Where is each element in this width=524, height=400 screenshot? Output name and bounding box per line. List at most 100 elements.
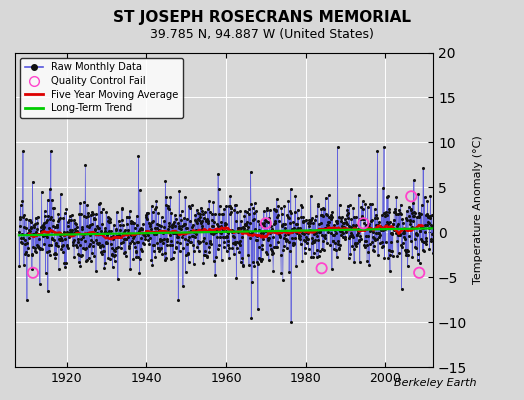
Point: [422, 234, 431, 241]
Point: [122, 236, 130, 242]
Point: [89, 210, 97, 217]
Point: [193, 244, 201, 250]
Point: [81, 162, 90, 168]
Point: [261, 228, 270, 234]
Point: [411, 210, 419, 216]
Point: [129, 240, 138, 246]
Point: [75, 242, 84, 248]
Point: [92, 211, 100, 218]
Point: [357, 236, 365, 242]
Point: [281, 225, 290, 232]
Point: [145, 229, 153, 235]
Point: [401, 235, 409, 242]
Point: [126, 240, 135, 246]
Point: [343, 207, 352, 213]
Point: [293, 206, 302, 213]
Point: [146, 221, 154, 227]
Point: [158, 237, 166, 244]
Point: [145, 241, 154, 248]
Point: [357, 215, 365, 222]
Point: [79, 245, 87, 251]
Point: [173, 231, 181, 238]
Point: [80, 230, 89, 237]
Point: [332, 230, 340, 236]
Point: [342, 228, 351, 235]
Point: [181, 194, 190, 200]
Point: [420, 194, 429, 200]
Point: [238, 263, 247, 269]
Point: [269, 250, 277, 256]
Point: [41, 213, 49, 219]
Point: [92, 267, 100, 274]
Point: [119, 250, 128, 256]
Point: [119, 235, 128, 242]
Point: [215, 202, 224, 209]
Point: [345, 235, 353, 241]
Point: [340, 220, 348, 226]
Point: [49, 223, 57, 229]
Point: [299, 214, 308, 221]
Point: [84, 213, 93, 220]
Point: [190, 229, 198, 236]
Point: [160, 218, 168, 224]
Point: [25, 231, 34, 237]
Point: [51, 249, 60, 256]
Point: [287, 210, 296, 217]
Point: [248, 279, 256, 286]
Point: [425, 212, 434, 219]
Point: [114, 217, 123, 224]
Point: [227, 209, 236, 215]
Point: [55, 236, 63, 243]
Point: [417, 224, 425, 230]
Point: [122, 214, 130, 220]
Point: [253, 233, 261, 240]
Point: [294, 225, 302, 231]
Point: [335, 246, 343, 252]
Point: [387, 239, 396, 246]
Point: [192, 220, 201, 227]
Point: [336, 242, 344, 248]
Point: [312, 230, 320, 236]
Point: [233, 238, 241, 245]
Point: [32, 228, 40, 235]
Point: [368, 238, 376, 245]
Point: [64, 230, 73, 236]
Point: [212, 228, 220, 235]
Point: [78, 226, 86, 233]
Point: [195, 211, 204, 217]
Point: [24, 230, 32, 236]
Point: [124, 230, 133, 236]
Point: [95, 240, 103, 247]
Point: [165, 222, 173, 229]
Point: [346, 230, 355, 237]
Point: [350, 214, 358, 220]
Point: [199, 238, 208, 244]
Point: [225, 254, 233, 261]
Point: [239, 224, 247, 230]
Point: [191, 217, 199, 223]
Point: [368, 217, 377, 224]
Point: [125, 245, 133, 251]
Point: [217, 257, 226, 264]
Point: [265, 215, 274, 222]
Point: [369, 247, 378, 254]
Point: [63, 229, 72, 236]
Point: [385, 246, 393, 253]
Point: [136, 256, 145, 262]
Point: [310, 231, 319, 238]
Point: [234, 240, 243, 246]
Point: [155, 227, 163, 234]
Point: [286, 248, 294, 254]
Point: [211, 272, 220, 278]
Point: [273, 214, 281, 220]
Point: [298, 258, 307, 264]
Point: [62, 243, 71, 249]
Point: [303, 240, 311, 246]
Point: [141, 230, 149, 237]
Point: [115, 232, 123, 239]
Point: [410, 177, 418, 184]
Point: [316, 212, 325, 218]
Point: [380, 213, 389, 219]
Point: [255, 221, 264, 227]
Point: [35, 245, 43, 252]
